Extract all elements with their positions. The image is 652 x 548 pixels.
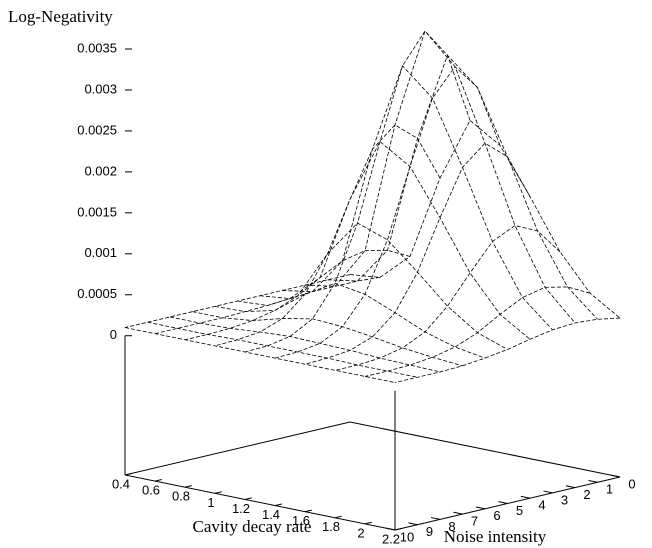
y-tick-label: 4 — [538, 498, 545, 513]
surface-row — [349, 119, 621, 319]
y-tick — [610, 474, 621, 478]
surface-row — [282, 65, 553, 331]
surface-row — [237, 222, 508, 350]
y-tick-label: 10 — [400, 529, 414, 544]
z-tick-label: 0.001 — [84, 245, 117, 260]
surface-column — [274, 66, 501, 359]
surface-row — [124, 327, 396, 383]
x-tick-label: 0.6 — [142, 483, 160, 498]
y-axis-label: Noise intensity — [444, 527, 547, 546]
x-tick — [184, 485, 192, 488]
y-tick — [385, 527, 396, 531]
x-axis-label: Cavity decay rate — [193, 517, 312, 536]
y-tick — [453, 511, 463, 515]
surface-column — [334, 225, 561, 371]
surface-row — [304, 30, 576, 324]
x-tick-label: 1.8 — [322, 519, 340, 534]
z-axis-label: Log-Negativity — [8, 7, 113, 26]
z-tick-label: 0.0025 — [77, 122, 117, 137]
y-tick-label: 9 — [426, 524, 433, 539]
y-tick — [588, 479, 598, 483]
y-tick — [430, 517, 441, 520]
y-tick — [520, 495, 531, 499]
surface-row — [327, 54, 598, 320]
y-tick — [543, 490, 553, 494]
y-tick — [498, 501, 508, 504]
x-tick-label: 1.4 — [262, 507, 280, 522]
surface-row — [214, 282, 486, 359]
y-tick-label: 7 — [471, 514, 478, 529]
y-tick-label: 3 — [561, 492, 568, 507]
y-tick — [408, 522, 418, 526]
x-tick-label: 1.6 — [292, 513, 310, 528]
surface-row — [169, 316, 441, 373]
base-edge — [349, 421, 621, 478]
surface-column — [184, 249, 411, 341]
surface-row — [192, 311, 463, 367]
surface-row — [147, 321, 418, 378]
z-tick-label: 0.0035 — [77, 40, 117, 55]
x-tick — [154, 479, 162, 482]
base-edge — [124, 421, 351, 476]
x-tick — [364, 521, 372, 525]
surface-row — [259, 140, 531, 340]
y-tick-label: 6 — [493, 508, 500, 523]
x-tick-label: 2 — [357, 525, 364, 540]
x-tick — [334, 515, 342, 519]
y-tick-label: 0 — [628, 476, 635, 491]
x-tick — [394, 527, 402, 531]
z-tick-label: 0.0015 — [77, 204, 117, 219]
surface-column — [214, 124, 441, 347]
x-tick-label: 0.4 — [112, 476, 130, 491]
y-tick — [475, 506, 486, 510]
z-tick-label: 0.003 — [84, 81, 117, 96]
y-tick-label: 5 — [516, 503, 523, 518]
y-tick — [565, 485, 576, 489]
x-tick — [274, 503, 282, 507]
y-tick-label: 1 — [606, 482, 613, 497]
surface-column — [124, 274, 351, 328]
x-tick — [214, 491, 222, 494]
base-edge — [124, 474, 396, 531]
y-tick-label: 2 — [583, 487, 590, 502]
surface-column — [154, 276, 381, 335]
x-tick — [124, 472, 132, 476]
x-tick — [304, 509, 312, 513]
surface-column — [364, 286, 591, 377]
z-tick-label: 0.0005 — [77, 286, 117, 301]
surface-column — [304, 142, 531, 365]
z-tick-label: 0 — [110, 327, 117, 342]
x-tick-label: 1 — [207, 495, 214, 510]
x-tick-label: 0.8 — [172, 489, 190, 504]
z-tick-label: 0.002 — [84, 163, 117, 178]
x-tick — [244, 497, 252, 500]
surface-column — [394, 317, 621, 383]
surface-column — [244, 30, 471, 353]
y-tick-label: 8 — [448, 519, 455, 534]
x-tick-label: 2.2 — [382, 531, 400, 546]
x-tick-label: 1.2 — [232, 501, 250, 516]
